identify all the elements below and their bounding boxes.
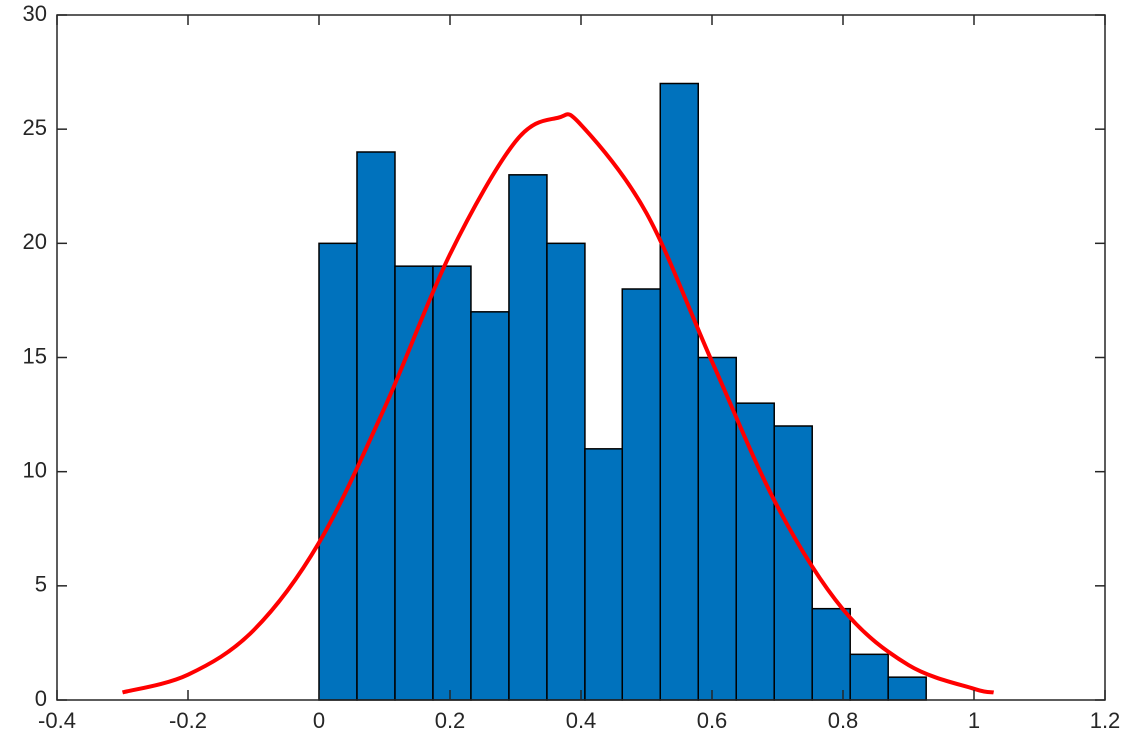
y-tick-label: 10 <box>23 457 47 482</box>
bar <box>318 242 358 701</box>
x-tick-label: -0.2 <box>169 708 207 733</box>
x-tick-label: 0.8 <box>828 708 859 733</box>
bar <box>735 402 775 701</box>
fit-curve <box>121 112 995 695</box>
bar <box>621 288 662 701</box>
y-tick-label: 5 <box>35 572 47 597</box>
x-tick-label: 0.4 <box>566 708 597 733</box>
y-tick-label: 30 <box>23 1 47 26</box>
bar <box>887 676 927 701</box>
x-tick-label: 0.6 <box>697 708 728 733</box>
bar <box>811 607 851 701</box>
bar <box>697 356 737 701</box>
bar <box>394 265 434 701</box>
bar <box>659 82 699 701</box>
x-tick-label: -0.4 <box>38 708 76 733</box>
bar <box>546 242 586 701</box>
x-tick-label: 1 <box>968 708 980 733</box>
y-tick-label: 25 <box>23 115 47 140</box>
y-tick-label: 20 <box>23 229 47 254</box>
bar <box>584 448 624 701</box>
x-tick-label: 0.2 <box>435 708 466 733</box>
bar <box>508 174 548 701</box>
x-tick-label: 0 <box>313 708 325 733</box>
x-tick-label: 1.2 <box>1090 708 1121 733</box>
bar <box>432 265 472 701</box>
bar <box>773 425 813 701</box>
y-tick-label: 0 <box>35 686 47 711</box>
y-tick-label: 15 <box>23 343 47 368</box>
bar <box>470 311 510 701</box>
bar <box>849 653 889 701</box>
